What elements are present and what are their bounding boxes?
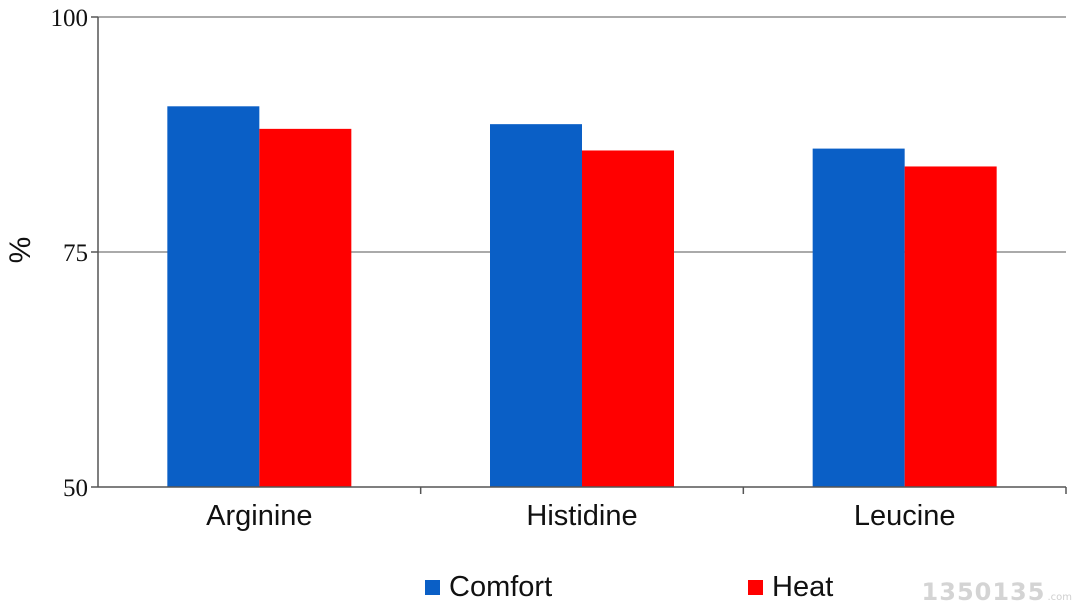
- y-tick-label: 50: [63, 475, 88, 502]
- bar-arginine-heat: [259, 128, 352, 488]
- watermark-suffix: .com: [1047, 592, 1072, 603]
- bar-histidine-comfort: [490, 124, 582, 487]
- x-tick-label: Arginine: [206, 500, 312, 532]
- bar-leucine-comfort: [812, 148, 905, 487]
- legend: Comfort Heat: [425, 571, 833, 603]
- bars: [167, 106, 997, 488]
- bar-leucine-heat: [904, 166, 997, 487]
- axes: [91, 16, 1067, 494]
- y-axis-title: %: [4, 237, 37, 264]
- y-tick-label: 100: [51, 5, 89, 32]
- watermark: 1350135 .com: [922, 580, 1072, 604]
- y-tick-label: 75: [63, 240, 88, 267]
- legend-label-comfort: Comfort: [449, 571, 552, 603]
- watermark-text: 1350135: [921, 578, 1046, 606]
- labels: 50 75 100 Arginine Histidine Leucine: [51, 5, 956, 532]
- legend-swatch-comfort: [425, 580, 440, 595]
- bar-histidine-heat: [582, 150, 674, 488]
- legend-label-heat: Heat: [772, 571, 833, 603]
- x-tick-label: Histidine: [526, 500, 637, 532]
- bar-arginine-comfort: [167, 106, 260, 488]
- x-tick-label: Leucine: [854, 500, 956, 532]
- legend-swatch-heat: [748, 580, 763, 595]
